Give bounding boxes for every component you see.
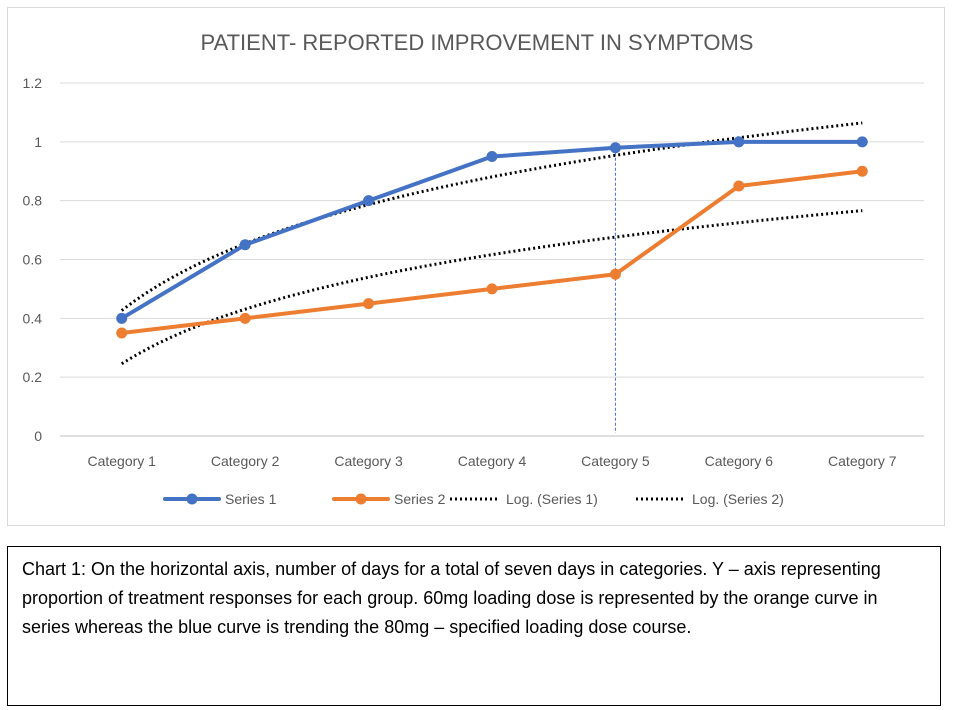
y-tick-label: 0.4	[23, 310, 43, 326]
x-axis-tick-labels: Category 1 Category 2 Category 3 Category 4…	[87, 453, 896, 469]
legend-label-log-series-1: Log. (Series 1)	[506, 491, 598, 507]
line-chart: PATIENT- REPORTED IMPROVEMENT IN SYMPTOM…	[23, 30, 924, 507]
data-point-series-2	[856, 165, 868, 177]
x-tick-label: Category 7	[828, 453, 897, 469]
data-point-series-1	[486, 151, 498, 163]
x-tick-label: Category 2	[211, 453, 280, 469]
data-point-series-1	[239, 239, 251, 251]
y-tick-label: 0.6	[23, 252, 43, 268]
legend: Series 1 Series 2 Log. (Series 1) Log. (Ser…	[163, 491, 784, 507]
y-tick-label: 1	[34, 134, 42, 150]
y-tick-label: 1.2	[23, 75, 43, 91]
data-point-series-1	[856, 136, 868, 148]
legend-marker-series-2	[355, 493, 367, 505]
data-point-series-2	[363, 298, 375, 310]
data-point-series-2	[239, 312, 251, 324]
legend-marker-series-1	[186, 493, 198, 505]
x-tick-label: Category 6	[705, 453, 774, 469]
caption-text: Chart 1: On the horizontal axis, number …	[22, 559, 881, 637]
gridlines	[60, 82, 924, 437]
x-tick-label: Category 4	[458, 453, 527, 469]
y-tick-label: 0.8	[23, 193, 43, 209]
data-point-series-2	[733, 180, 745, 192]
y-axis-tick-labels: 0 0.2 0.4 0.6 0.8 1 1.2	[23, 75, 43, 444]
legend-label-series-2: Series 2	[394, 491, 446, 507]
data-point-series-1	[363, 195, 375, 207]
data-point-series-1	[609, 142, 621, 154]
trendline-series-2	[120, 209, 863, 366]
data-point-series-2	[486, 283, 498, 295]
x-tick-label: Category 5	[581, 453, 650, 469]
data-point-series-1	[733, 136, 745, 148]
x-tick-label: Category 1	[87, 453, 156, 469]
y-tick-label: 0.2	[23, 369, 43, 385]
data-point-series-2	[609, 268, 621, 280]
caption-box: Chart 1: On the horizontal axis, number …	[7, 546, 941, 706]
legend-label-series-1: Series 1	[225, 491, 277, 507]
legend-label-log-series-2: Log. (Series 2)	[692, 491, 784, 507]
data-point-series-2	[116, 327, 128, 339]
series-lines	[116, 136, 868, 339]
chart-frame: PATIENT- REPORTED IMPROVEMENT IN SYMPTOM…	[7, 7, 945, 526]
chart-title: PATIENT- REPORTED IMPROVEMENT IN SYMPTOM…	[201, 30, 754, 55]
data-point-series-1	[116, 312, 128, 324]
x-tick-label: Category 3	[334, 453, 403, 469]
y-tick-label: 0	[34, 428, 42, 444]
